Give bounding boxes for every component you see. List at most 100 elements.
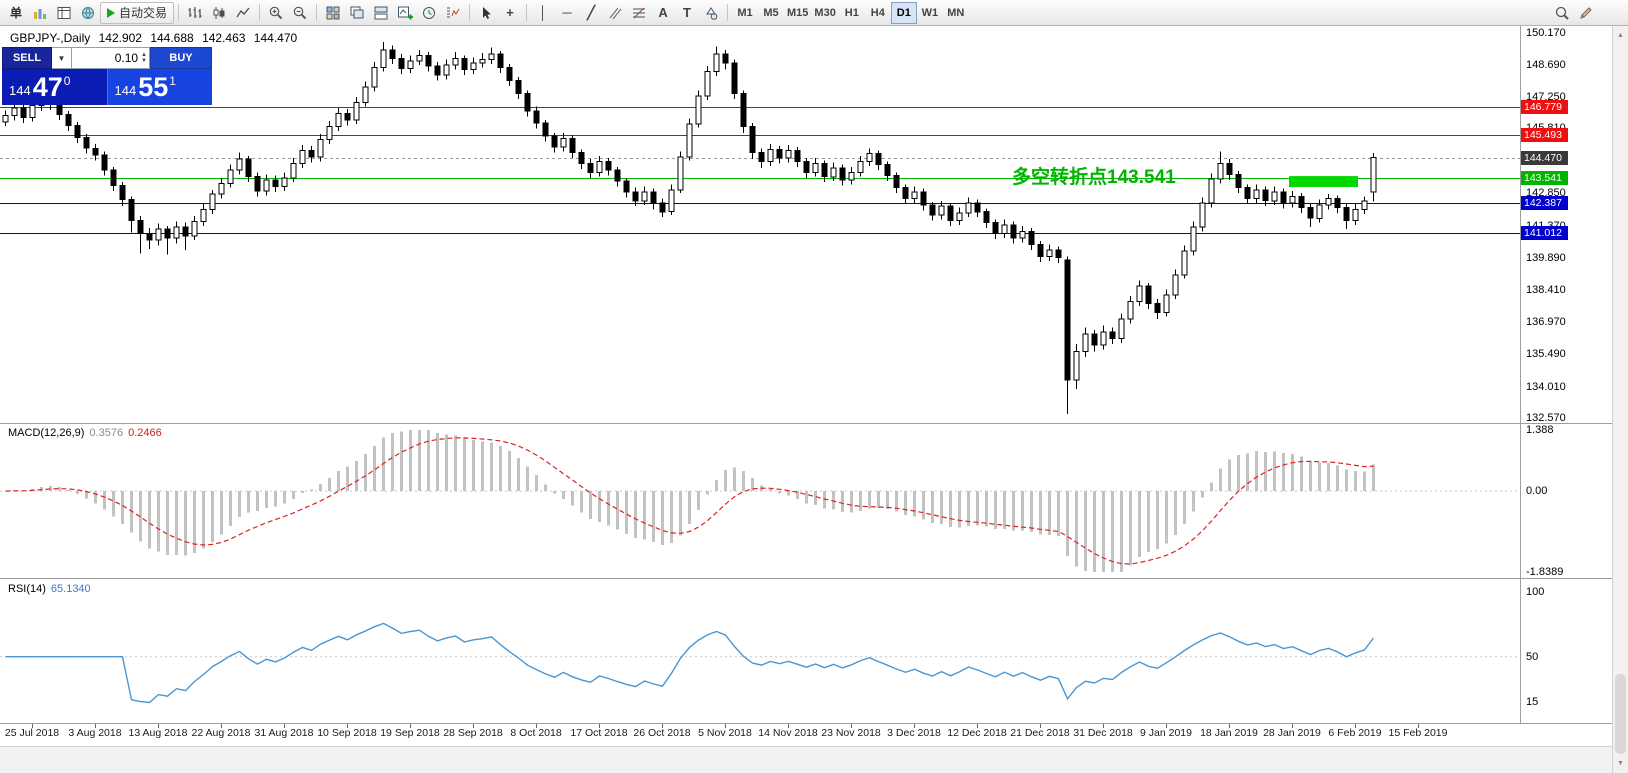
candle-body — [704, 71, 711, 97]
volume-spinner: ▲ ▼ — [141, 52, 148, 64]
shapes-tool-button[interactable] — [699, 2, 723, 24]
one-click-trading-panel: SELL ▼ 0.10 ▲ ▼ BUY 144 47 0 144 55 1 — [2, 47, 212, 105]
new-chart-button[interactable] — [393, 2, 417, 24]
label-tool-button[interactable]: T — [675, 2, 699, 24]
spinner-up-icon[interactable]: ▲ — [141, 52, 147, 58]
cursor-tool-button[interactable] — [474, 2, 498, 24]
candle-body — [578, 152, 585, 165]
toolbar-separator — [178, 4, 180, 21]
channel-tool-button[interactable] — [603, 2, 627, 24]
candle-body — [1253, 189, 1260, 200]
candle-body — [1028, 230, 1035, 245]
sell-price[interactable]: 144 47 0 — [2, 69, 107, 105]
candle-body — [1073, 351, 1080, 381]
candlestick-chart-button[interactable] — [207, 2, 231, 24]
vertical-scrollbar[interactable]: ▲ ▼ — [1612, 26, 1628, 773]
timeframe-mn-button[interactable]: MN — [943, 2, 969, 24]
search-icon — [1554, 5, 1570, 21]
candle-body — [56, 104, 63, 115]
volume-field[interactable]: 0.10 ▲ ▼ — [72, 47, 150, 69]
tile-windows-button[interactable] — [321, 2, 345, 24]
autotrading-button[interactable]: 自动交易 — [100, 1, 175, 24]
text-tool-button[interactable]: A — [651, 2, 675, 24]
candle-body — [236, 158, 243, 171]
line-chart-button[interactable] — [231, 2, 255, 24]
zoom-out-button[interactable] — [288, 2, 312, 24]
zoom-in-icon — [268, 5, 284, 21]
label-tool-icon: T — [683, 5, 691, 20]
edit-button[interactable] — [1574, 2, 1598, 24]
candle-body — [245, 158, 252, 178]
candle-body — [200, 209, 207, 222]
buy-button[interactable]: BUY — [150, 47, 212, 69]
horizontal-line-tool-button[interactable]: ─ — [555, 2, 579, 24]
fibonacci-retracement-icon — [631, 5, 647, 21]
cascade-windows-button[interactable] — [345, 2, 369, 24]
navigator-button[interactable] — [76, 2, 100, 24]
chart-periods-button[interactable] — [417, 2, 441, 24]
timeframe-m1-button[interactable]: M1 — [732, 2, 758, 24]
trendline-icon: ╱ — [587, 4, 595, 20]
candle-body — [155, 228, 162, 241]
candle-body — [794, 150, 801, 162]
candle-body — [119, 185, 126, 201]
sell-button[interactable]: SELL — [2, 47, 52, 69]
timeframe-m15-button[interactable]: M15 — [784, 2, 811, 24]
candle-body — [488, 53, 495, 61]
market-watch-button[interactable] — [28, 2, 52, 24]
buy-price[interactable]: 144 55 1 — [106, 69, 212, 105]
search-button[interactable] — [1550, 2, 1574, 24]
candle-body — [965, 202, 972, 214]
bar-chart-button[interactable] — [183, 2, 207, 24]
timeframe-h4-button[interactable]: H4 — [865, 2, 891, 24]
fibonacci-tool-button[interactable] — [627, 2, 651, 24]
candle-body — [551, 135, 558, 148]
candle-body — [1361, 200, 1368, 211]
vertical-line-tool-button[interactable]: │ — [531, 2, 555, 24]
indicators-button[interactable] — [441, 2, 465, 24]
candle-body — [1154, 303, 1161, 313]
new-order-button[interactable]: 单 — [4, 2, 28, 24]
candle-body — [569, 137, 576, 154]
timeframe-m30-button[interactable]: M30 — [811, 2, 838, 24]
timeframe-m5-button[interactable]: M5 — [758, 2, 784, 24]
candle-body — [1298, 195, 1305, 208]
candle-body — [812, 163, 819, 173]
candle-body — [479, 59, 486, 64]
candle-body — [974, 202, 981, 213]
candle-body — [137, 220, 144, 235]
candle-body — [731, 62, 738, 95]
candle-body — [434, 65, 441, 76]
volume-dropdown-button[interactable]: ▼ — [52, 47, 72, 69]
chevron-down-icon: ▼ — [57, 53, 66, 63]
candle-body — [785, 150, 792, 159]
candle-body — [1217, 163, 1224, 180]
candle-body — [713, 53, 720, 73]
candle-body — [416, 54, 423, 62]
candle-body — [65, 113, 72, 126]
candle-body — [1307, 206, 1314, 219]
trendline-tool-button[interactable]: ╱ — [579, 2, 603, 24]
scroll-up-icon[interactable]: ▲ — [1617, 32, 1624, 39]
candle-body — [344, 112, 351, 121]
candlestick-chart-icon — [211, 5, 227, 21]
candle-body — [353, 101, 360, 121]
zoom-in-button[interactable] — [264, 2, 288, 24]
spinner-down-icon[interactable]: ▼ — [141, 58, 147, 64]
highlight-rectangle[interactable] — [1289, 176, 1358, 187]
chart-window[interactable] — [0, 26, 1612, 773]
scroll-down-icon[interactable]: ▼ — [1617, 760, 1624, 767]
candle-body — [335, 112, 342, 127]
data-window-button[interactable] — [52, 2, 76, 24]
candle-body — [1001, 224, 1008, 235]
timeframe-d1-button[interactable]: D1 — [890, 1, 917, 24]
candle-body — [1037, 244, 1044, 257]
equidistant-channel-icon — [607, 5, 623, 21]
timeframe-w1-button[interactable]: W1 — [917, 2, 943, 24]
timeframe-h1-button[interactable]: H1 — [839, 2, 865, 24]
arrange-windows-button[interactable] — [369, 2, 393, 24]
scrollbar-thumb[interactable] — [1615, 674, 1626, 754]
crosshair-tool-button[interactable]: + — [498, 2, 522, 24]
candle-body — [902, 187, 909, 200]
